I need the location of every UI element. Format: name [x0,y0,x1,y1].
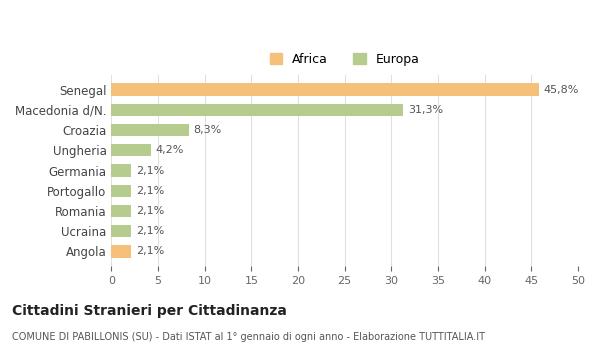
Bar [112,124,189,136]
Text: 4,2%: 4,2% [155,145,184,155]
Text: 8,3%: 8,3% [193,125,222,135]
Bar [112,83,539,96]
Text: COMUNE DI PABILLONIS (SU) - Dati ISTAT al 1° gennaio di ogni anno - Elaborazione: COMUNE DI PABILLONIS (SU) - Dati ISTAT a… [12,331,485,342]
Bar [112,225,131,237]
Text: 2,1%: 2,1% [136,246,164,257]
Text: 45,8%: 45,8% [544,85,579,95]
Legend: Africa, Europa: Africa, Europa [263,47,426,72]
Bar [112,164,131,177]
Bar [112,245,131,258]
Text: 2,1%: 2,1% [136,226,164,236]
Text: 2,1%: 2,1% [136,186,164,196]
Bar [112,104,403,116]
Text: 31,3%: 31,3% [408,105,443,115]
Bar [112,205,131,217]
Text: Cittadini Stranieri per Cittadinanza: Cittadini Stranieri per Cittadinanza [12,304,287,318]
Text: 2,1%: 2,1% [136,206,164,216]
Text: 2,1%: 2,1% [136,166,164,175]
Bar [112,185,131,197]
Bar [112,144,151,156]
